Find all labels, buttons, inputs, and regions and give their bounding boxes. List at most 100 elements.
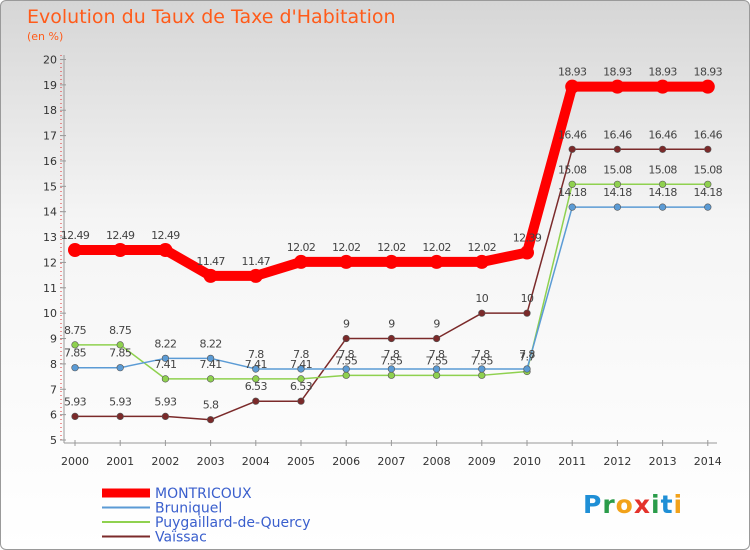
chart-axes: 5 6 7 8 9 10 11 12 13 14 15 16 17 18 19 20 2000 2001 2002 2… <box>43 54 722 469</box>
data-label: 12.02 <box>468 241 497 254</box>
data-point <box>613 145 622 153</box>
y-tick-label: 16 <box>43 155 57 168</box>
x-tick-label: 2002 <box>151 455 179 468</box>
data-point <box>610 79 625 94</box>
data-point <box>387 365 396 373</box>
data-label: 7.41 <box>290 358 312 371</box>
data-point <box>248 268 263 283</box>
data-label: 7.8 <box>474 348 490 361</box>
data-point <box>71 364 79 372</box>
data-label: 7.55 <box>471 354 494 367</box>
data-point <box>658 203 667 211</box>
x-tick-label: 2003 <box>197 455 225 468</box>
data-point <box>568 203 576 211</box>
data-label: 10 <box>521 292 534 305</box>
x-tick-label: 2001 <box>106 455 134 468</box>
data-point <box>116 412 124 421</box>
data-label: 7.55 <box>380 354 403 367</box>
data-label: 7.8 <box>429 348 445 361</box>
data-label: 7.41 <box>200 358 222 371</box>
data-point <box>203 268 218 283</box>
data-point <box>478 371 486 379</box>
x-tick-label: 2000 <box>61 455 89 468</box>
x-tick-label: 2005 <box>287 455 315 468</box>
data-point <box>161 375 169 383</box>
y-tick-label: 11 <box>43 282 57 295</box>
data-point <box>297 397 305 405</box>
data-point <box>294 254 308 269</box>
legend-label: Bruniquel <box>155 501 222 517</box>
data-label: 7.85 <box>109 347 132 360</box>
data-label: 8.22 <box>154 337 176 350</box>
data-point <box>158 243 173 258</box>
x-tick-label: 2013 <box>649 455 677 468</box>
data-point <box>613 203 622 211</box>
data-point <box>387 334 396 343</box>
data-point <box>700 79 715 94</box>
data-point <box>433 334 441 343</box>
data-point <box>474 254 489 269</box>
data-label: 12.02 <box>287 241 316 254</box>
data-point <box>429 254 444 269</box>
data-point <box>339 254 354 269</box>
data-point <box>568 180 576 188</box>
data-label: 5.8 <box>203 399 219 412</box>
x-tick-label: 2008 <box>423 455 451 468</box>
data-point <box>116 341 124 349</box>
data-labels: 12.49 12.49 12.49 11.47 11.47 12.02 12.02 12.02… <box>61 66 723 412</box>
data-point <box>387 371 396 379</box>
y-tick-label: 13 <box>43 231 57 244</box>
data-label: 9 <box>388 318 395 331</box>
data-label: 5.93 <box>109 395 132 408</box>
x-tick-label: 2004 <box>242 455 270 468</box>
data-point <box>113 243 128 258</box>
data-label: 15.08 <box>694 163 723 176</box>
data-label: 7.8 <box>338 348 354 361</box>
data-point <box>252 397 260 405</box>
data-point <box>655 79 670 94</box>
data-label: 9 <box>343 318 350 331</box>
data-label: 7.8 <box>248 348 264 361</box>
data-point <box>704 180 712 188</box>
y-tick-label: 12 <box>43 256 57 269</box>
data-label: 12.49 <box>106 229 135 242</box>
data-label: 5.93 <box>154 395 177 408</box>
data-label: 9 <box>433 318 440 331</box>
chart-series <box>68 79 715 424</box>
data-point <box>433 371 441 379</box>
data-point <box>523 309 531 317</box>
data-label: 15.08 <box>648 163 677 176</box>
data-label: 7.8 <box>519 348 535 361</box>
y-tick-label: 19 <box>43 79 57 92</box>
x-tick-label: 2009 <box>468 455 496 468</box>
y-tick-label: 15 <box>43 180 57 193</box>
data-label: 12.49 <box>151 229 180 242</box>
data-point <box>161 412 169 421</box>
proxiti-logo: Proxiti <box>583 490 684 519</box>
data-label: 7.41 <box>245 358 267 371</box>
data-label: 16.46 <box>648 128 677 141</box>
y-tick-label: 10 <box>43 307 57 320</box>
data-label: 7.8 <box>293 348 309 361</box>
y-tick-label: 8 <box>50 358 57 371</box>
data-point <box>116 364 124 372</box>
data-point <box>568 145 576 153</box>
x-tick-label: 2010 <box>513 455 541 468</box>
data-point <box>71 412 79 421</box>
x-tick-label: 2011 <box>558 455 586 468</box>
data-label: 12.49 <box>61 229 90 242</box>
data-label: 18.93 <box>558 66 587 79</box>
legend-label: Vaïssac <box>155 530 207 546</box>
data-label: 16.46 <box>603 128 632 141</box>
chart-legend: MONTRICOUXBruniquelPuygaillard-de-Quercy… <box>102 486 311 546</box>
data-label: 15.08 <box>603 163 632 176</box>
data-point <box>342 371 350 379</box>
chart-subtitle: (en %) <box>27 30 64 43</box>
y-tick-label: 14 <box>43 206 57 219</box>
data-point <box>384 254 399 269</box>
data-label: 8.75 <box>64 324 87 337</box>
y-tick-label: 9 <box>50 333 57 346</box>
data-point <box>704 203 712 211</box>
